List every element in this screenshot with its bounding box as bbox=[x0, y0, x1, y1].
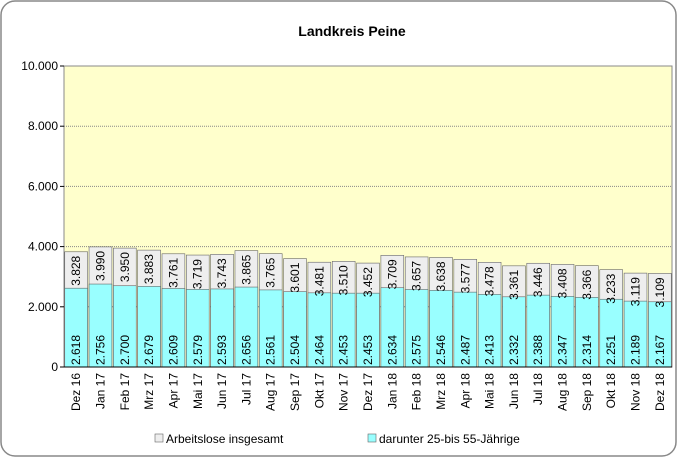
x-tick-label: Feb 18 bbox=[410, 373, 424, 411]
data-label: 3.577 bbox=[458, 263, 472, 293]
data-label: 3.510 bbox=[337, 265, 351, 295]
data-label: 2.579 bbox=[191, 335, 205, 365]
data-label: 3.990 bbox=[93, 251, 107, 281]
x-tick-label: Mrz 17 bbox=[142, 373, 156, 410]
y-tick-label: 0 bbox=[51, 360, 58, 374]
data-label: 3.950 bbox=[118, 252, 132, 282]
data-label: 3.743 bbox=[215, 258, 229, 288]
data-label: 2.464 bbox=[312, 335, 326, 365]
x-tick-label: Jan 17 bbox=[93, 373, 107, 409]
data-label: 3.709 bbox=[385, 259, 399, 289]
x-tick-label: Nov 18 bbox=[629, 373, 643, 411]
x-tick-label: Okt 17 bbox=[312, 373, 326, 409]
legend-label: darunter 25-bis 55-Jährige bbox=[379, 432, 520, 446]
data-label: 3.233 bbox=[604, 273, 618, 303]
x-tick-label: Sep 17 bbox=[288, 373, 302, 411]
data-label: 3.865 bbox=[239, 254, 253, 284]
y-tick-label: 8.000 bbox=[28, 119, 58, 133]
x-tick-label: Apr 18 bbox=[458, 373, 472, 409]
data-label: 3.883 bbox=[142, 254, 156, 284]
x-tick-label: Dez 16 bbox=[69, 373, 83, 411]
x-tick-label: Nov 17 bbox=[337, 373, 351, 411]
data-label: 3.657 bbox=[410, 261, 424, 291]
y-tick-label: 10.000 bbox=[21, 59, 58, 73]
data-label: 2.413 bbox=[483, 335, 497, 365]
chart-title: Landkreis Peine bbox=[298, 23, 406, 39]
data-label: 2.609 bbox=[166, 335, 180, 365]
data-label: 3.828 bbox=[69, 255, 83, 285]
x-tick-label: Dez 17 bbox=[361, 373, 375, 411]
data-label: 2.656 bbox=[239, 335, 253, 365]
data-label: 3.452 bbox=[361, 267, 375, 297]
data-label: 3.478 bbox=[483, 266, 497, 296]
x-tick-label: Aug 18 bbox=[556, 373, 570, 411]
x-tick-label: Jun 18 bbox=[507, 373, 521, 409]
data-label: 3.109 bbox=[653, 277, 667, 307]
data-label: 2.546 bbox=[434, 335, 448, 365]
data-label: 2.251 bbox=[604, 335, 618, 365]
legend-swatch bbox=[154, 433, 164, 443]
data-label: 2.347 bbox=[556, 335, 570, 365]
data-label: 3.761 bbox=[166, 257, 180, 287]
data-label: 2.314 bbox=[580, 335, 594, 365]
data-label: 2.593 bbox=[215, 335, 229, 365]
data-label: 2.487 bbox=[458, 335, 472, 365]
y-tick-label: 2.000 bbox=[28, 300, 58, 314]
data-label: 3.408 bbox=[556, 268, 570, 298]
data-label: 3.719 bbox=[191, 259, 205, 289]
data-label: 3.366 bbox=[580, 269, 594, 299]
data-label: 2.388 bbox=[531, 335, 545, 365]
y-tick-label: 6.000 bbox=[28, 179, 58, 193]
legend-swatch bbox=[367, 433, 377, 443]
data-label: 2.167 bbox=[653, 335, 667, 365]
data-label: 2.504 bbox=[288, 335, 302, 365]
x-tick-label: Jul 17 bbox=[239, 373, 253, 405]
data-label: 3.638 bbox=[434, 261, 448, 291]
data-label: 2.575 bbox=[410, 335, 424, 365]
y-tick-label: 4.000 bbox=[28, 240, 58, 254]
data-label: 2.453 bbox=[361, 335, 375, 365]
x-tick-label: Mai 17 bbox=[191, 373, 205, 409]
x-tick-label: Dez 18 bbox=[653, 373, 667, 411]
data-label: 3.119 bbox=[629, 277, 643, 306]
x-tick-label: Aug 17 bbox=[264, 373, 278, 411]
data-label: 3.361 bbox=[507, 270, 521, 300]
data-label: 2.453 bbox=[337, 335, 351, 365]
data-label: 2.332 bbox=[507, 335, 521, 365]
data-label: 2.679 bbox=[142, 335, 156, 365]
x-tick-label: Okt 18 bbox=[604, 373, 618, 409]
data-label: 2.618 bbox=[69, 335, 83, 365]
data-label: 2.561 bbox=[264, 335, 278, 365]
data-label: 2.634 bbox=[385, 335, 399, 365]
x-tick-label: Jan 18 bbox=[385, 373, 399, 409]
data-label: 3.765 bbox=[264, 257, 278, 287]
x-tick-label: Jun 17 bbox=[215, 373, 229, 409]
x-tick-label: Jul 18 bbox=[531, 373, 545, 405]
data-label: 3.481 bbox=[312, 266, 326, 296]
x-tick-label: Mrz 18 bbox=[434, 373, 448, 410]
x-tick-label: Feb 17 bbox=[118, 373, 132, 411]
data-label: 2.700 bbox=[118, 335, 132, 365]
data-label: 2.189 bbox=[629, 335, 643, 365]
data-label: 3.601 bbox=[288, 262, 302, 292]
legend-label: Arbeitslose insgesamt bbox=[166, 432, 284, 446]
x-tick-label: Apr 17 bbox=[166, 373, 180, 409]
data-label: 2.756 bbox=[93, 335, 107, 365]
x-tick-label: Mai 18 bbox=[483, 373, 497, 409]
data-label: 3.446 bbox=[531, 267, 545, 297]
x-tick-label: Sep 18 bbox=[580, 373, 594, 411]
